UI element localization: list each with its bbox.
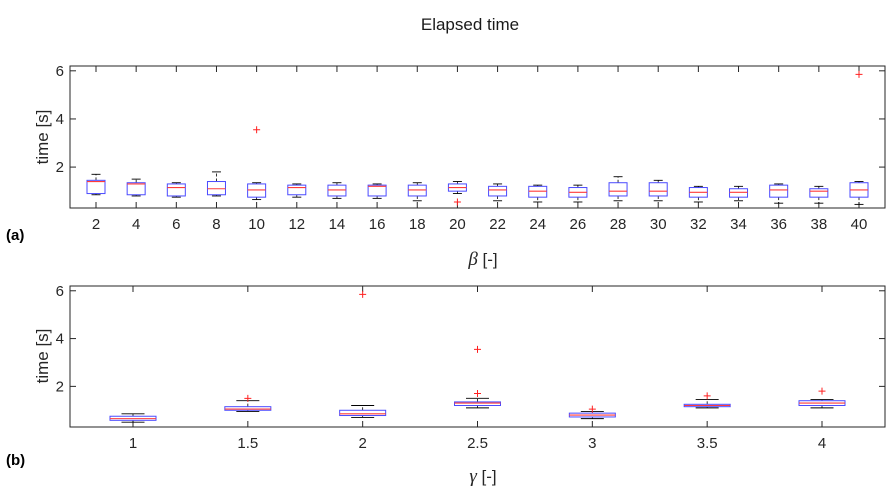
ytick-label-b-0: 2 <box>56 378 64 395</box>
panel-b-ylabel: time [s] <box>33 329 52 384</box>
panel-b-gamma: 2 4 6 1 1.5 2 2.5 3 3.5 4 (b) time [s] γ [-] <box>6 283 886 487</box>
xtick-label-b-5: 3.5 <box>697 435 718 452</box>
xtick-label-a-19: 40 <box>851 216 868 233</box>
box-a-4 <box>247 183 267 198</box>
xtick-label-a-0: 2 <box>92 216 100 233</box>
outlier-b-2-0 <box>359 290 367 298</box>
xtick-label-a-12: 26 <box>570 216 587 233</box>
plot-a-frame <box>69 65 886 209</box>
ytick-label-a-2: 6 <box>56 63 64 80</box>
box-a-8 <box>407 184 427 197</box>
xtick-label-a-15: 32 <box>690 216 707 233</box>
box-a-0 <box>86 179 106 195</box>
box-a-13 <box>608 182 628 197</box>
panel-a-xlabel: β [-] <box>467 249 497 270</box>
xtick-label-a-1: 4 <box>132 216 140 233</box>
outlier-b-3-0 <box>474 345 481 353</box>
box-a-17 <box>769 184 789 198</box>
box-b-3 <box>454 401 501 406</box>
xtick-label-a-10: 22 <box>489 216 506 233</box>
panel-a-ylabel: time [s] <box>33 110 52 165</box>
xtick-label-a-9: 20 <box>449 216 466 233</box>
ytick-label-a-1: 4 <box>56 111 64 128</box>
xtick-label-a-7: 16 <box>369 216 386 233</box>
panel-a-xlabel-suffix: [-] <box>478 250 498 269</box>
panel-b-xlabel: γ [-] <box>469 466 496 487</box>
xtick-label-a-17: 36 <box>770 216 787 233</box>
box-a-18 <box>809 188 829 198</box>
xtick-label-a-3: 8 <box>212 216 220 233</box>
xtick-label-a-16: 34 <box>730 216 747 233</box>
panel-b-xlabel-suffix: [-] <box>477 467 497 486</box>
xtick-label-a-6: 14 <box>329 216 346 233</box>
ytick-label-b-1: 4 <box>56 331 64 348</box>
ytick-label-b-2: 6 <box>56 283 64 300</box>
xtick-label-b-3: 2.5 <box>467 435 488 452</box>
outlier-b-5-0 <box>703 392 711 400</box>
outlier-a-9-0 <box>453 198 461 206</box>
xtick-label-b-1: 1.5 <box>237 435 258 452</box>
plot-b-area: 2 4 6 1 1.5 2 2.5 3 3.5 4 <box>56 283 886 452</box>
box-a-6 <box>327 184 347 197</box>
figure-title: Elapsed time <box>421 15 519 34</box>
outlier-a-19-0 <box>855 70 863 78</box>
outlier-b-4-0 <box>588 405 596 413</box>
xtick-label-a-2: 6 <box>172 216 180 233</box>
xtick-label-a-11: 24 <box>529 216 546 233</box>
xtick-label-a-18: 38 <box>810 216 827 233</box>
box-a-11 <box>528 185 548 198</box>
box-b-1 <box>224 406 272 411</box>
outlier-b-6-0 <box>818 387 826 395</box>
box-b-2 <box>339 409 387 417</box>
panel-a-xlabel-symbol: β <box>467 249 478 270</box>
panel-b-xlabel-symbol: γ <box>469 466 477 487</box>
panel-b-label: (b) <box>6 452 25 469</box>
xtick-label-b-2: 2 <box>358 435 366 452</box>
box-a-10 <box>488 185 508 197</box>
xtick-label-a-5: 12 <box>288 216 305 233</box>
xtick-label-a-13: 28 <box>610 216 627 233</box>
box-a-3 <box>206 181 226 196</box>
xtick-label-a-14: 30 <box>650 216 667 233</box>
box-a-5 <box>287 184 307 196</box>
box-a-16 <box>729 188 749 198</box>
box-a-2 <box>166 183 186 197</box>
box-a-1 <box>126 182 146 196</box>
ytick-label-a-0: 2 <box>56 159 64 176</box>
xtick-label-a-4: 10 <box>248 216 265 233</box>
xtick-label-b-6: 4 <box>818 435 826 452</box>
panel-a-label: (a) <box>6 227 24 244</box>
box-a-7 <box>367 184 387 197</box>
xtick-label-b-0: 1 <box>129 435 137 452</box>
outlier-a-4-0 <box>253 126 261 134</box>
xtick-label-b-4: 3 <box>588 435 596 452</box>
outlier-b-3-1 <box>474 390 481 398</box>
outlier-b-1-0 <box>244 394 252 402</box>
box-a-14 <box>648 182 668 197</box>
xtick-label-a-8: 18 <box>409 216 426 233</box>
